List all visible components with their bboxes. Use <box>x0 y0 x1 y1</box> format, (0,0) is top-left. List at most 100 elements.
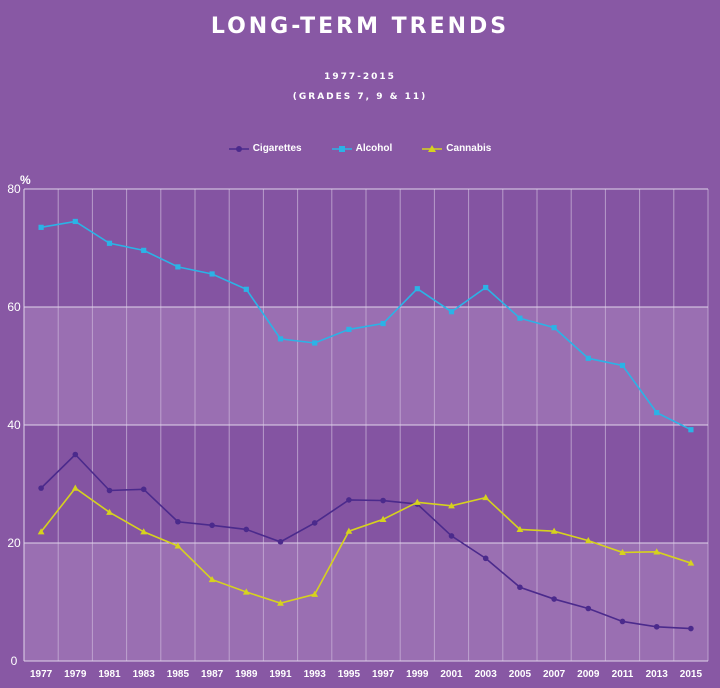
data-point-alcohol <box>483 284 489 291</box>
data-point-cannabis <box>345 527 353 534</box>
data-point-cigarettes <box>140 486 147 493</box>
data-point-cannabis <box>311 590 319 597</box>
series-line-cannabis <box>40 487 692 605</box>
data-point-cigarettes <box>482 555 489 562</box>
data-point-alcohol <box>141 247 147 253</box>
data-point-cannabis <box>584 537 592 544</box>
chart-subtitle-years: 1977-2015 <box>324 72 396 82</box>
x-tick-label: 1999 <box>406 669 429 680</box>
data-point-cigarettes <box>243 526 250 533</box>
data-point-cigarettes <box>277 539 284 545</box>
x-tick-label: 1981 <box>98 669 121 680</box>
data-point-cigarettes <box>585 605 592 612</box>
legend-item-cigarettes: Cigarettes <box>228 143 302 154</box>
x-tick-label: 1977 <box>30 669 53 680</box>
data-point-cannabis <box>140 528 148 535</box>
legend-marker-alcohol <box>331 145 352 152</box>
x-tick-label: 1993 <box>304 669 327 680</box>
data-point-cannabis <box>277 599 284 606</box>
data-point-cannabis <box>379 515 387 522</box>
data-point-cannabis <box>37 528 45 535</box>
data-point-alcohol <box>414 286 420 292</box>
data-point-alcohol <box>175 264 181 270</box>
legend-label-alcohol: Alcohol <box>355 143 393 154</box>
legend-item-alcohol: Alcohol <box>331 143 393 154</box>
chart-subtitle-grades: (GRADES 7, 9 & 11) <box>292 92 428 102</box>
data-point-cannabis <box>482 493 490 501</box>
data-point-alcohol <box>517 315 523 321</box>
series-line-alcohol <box>40 220 692 431</box>
legend-label-cannabis: Cannabis <box>446 143 492 154</box>
x-tick-label: 2007 <box>543 669 566 680</box>
y-unit-label: % <box>20 173 31 187</box>
data-point-alcohol <box>448 309 455 315</box>
data-point-cannabis <box>413 498 421 505</box>
x-tick-label: 1989 <box>235 669 258 680</box>
data-point-cigarettes <box>448 533 455 539</box>
data-point-cigarettes <box>311 520 318 526</box>
data-point-cigarettes <box>688 625 694 632</box>
data-point-alcohol <box>312 340 318 346</box>
data-point-cigarettes <box>380 497 386 504</box>
data-point-alcohol <box>106 240 113 246</box>
data-point-alcohol <box>654 410 660 416</box>
data-point-alcohol <box>277 336 284 342</box>
data-point-cigarettes <box>106 487 113 494</box>
x-tick-label: 2015 <box>680 669 703 680</box>
y-tick-label: 60 <box>7 300 21 314</box>
data-point-alcohol <box>585 355 591 361</box>
chart-legend: Cigarettes Alcohol Cannabis <box>0 143 720 154</box>
x-tick-label: 2009 <box>577 669 600 680</box>
data-point-cigarettes <box>209 522 215 529</box>
data-point-cannabis <box>106 508 113 515</box>
legend-label-cigarettes: Cigarettes <box>252 143 302 154</box>
data-point-cannabis <box>619 548 626 556</box>
data-point-alcohol <box>243 286 249 292</box>
x-tick-label: 2001 <box>440 669 463 680</box>
data-point-cigarettes <box>619 618 626 625</box>
chart-title: LONG-TERM TRENDS <box>210 14 510 39</box>
series-line-cigarettes <box>40 453 691 630</box>
x-tick-label: 1995 <box>338 669 361 680</box>
data-point-cannabis <box>687 559 695 566</box>
x-tick-label: 2011 <box>612 669 634 680</box>
x-tick-label: 2003 <box>475 669 498 680</box>
data-point-cannabis <box>516 525 524 533</box>
data-point-cigarettes <box>551 596 557 602</box>
data-point-alcohol <box>72 218 78 225</box>
data-point-cannabis <box>174 542 182 549</box>
data-point-cigarettes <box>346 497 352 503</box>
data-point-cannabis <box>71 484 79 491</box>
data-point-alcohol <box>38 224 44 230</box>
x-tick-label: 1987 <box>201 669 224 680</box>
x-tick-label: 2013 <box>646 669 669 680</box>
x-tick-label: 1985 <box>167 669 190 680</box>
data-point-cigarettes <box>72 451 79 458</box>
y-tick-label: 20 <box>7 536 21 550</box>
data-point-cigarettes <box>175 518 181 525</box>
legend-item-cannabis: Cannabis <box>422 143 491 154</box>
x-tick-label: 1997 <box>372 669 395 680</box>
data-point-alcohol <box>619 362 626 369</box>
y-tick-label: 40 <box>7 418 21 432</box>
data-point-cannabis <box>208 575 216 583</box>
x-tick-label: 1979 <box>64 669 87 680</box>
x-tick-label: 1991 <box>269 669 292 680</box>
x-tick-label: 2005 <box>509 669 532 680</box>
data-point-cannabis <box>242 588 250 595</box>
data-point-alcohol <box>551 325 557 331</box>
y-tick-label: 80 <box>7 182 21 196</box>
data-point-alcohol <box>688 427 694 433</box>
data-point-cannabis <box>550 527 558 534</box>
data-point-cigarettes <box>517 584 523 591</box>
data-point-cannabis <box>653 548 661 555</box>
data-point-alcohol <box>380 320 386 327</box>
data-point-cannabis <box>448 502 455 509</box>
data-point-cigarettes <box>653 623 660 630</box>
data-point-alcohol <box>209 271 215 277</box>
y-tick-label: 0 <box>11 654 18 668</box>
data-point-alcohol <box>346 326 352 333</box>
x-tick-label: 1983 <box>133 669 156 680</box>
data-point-cigarettes <box>38 485 44 491</box>
